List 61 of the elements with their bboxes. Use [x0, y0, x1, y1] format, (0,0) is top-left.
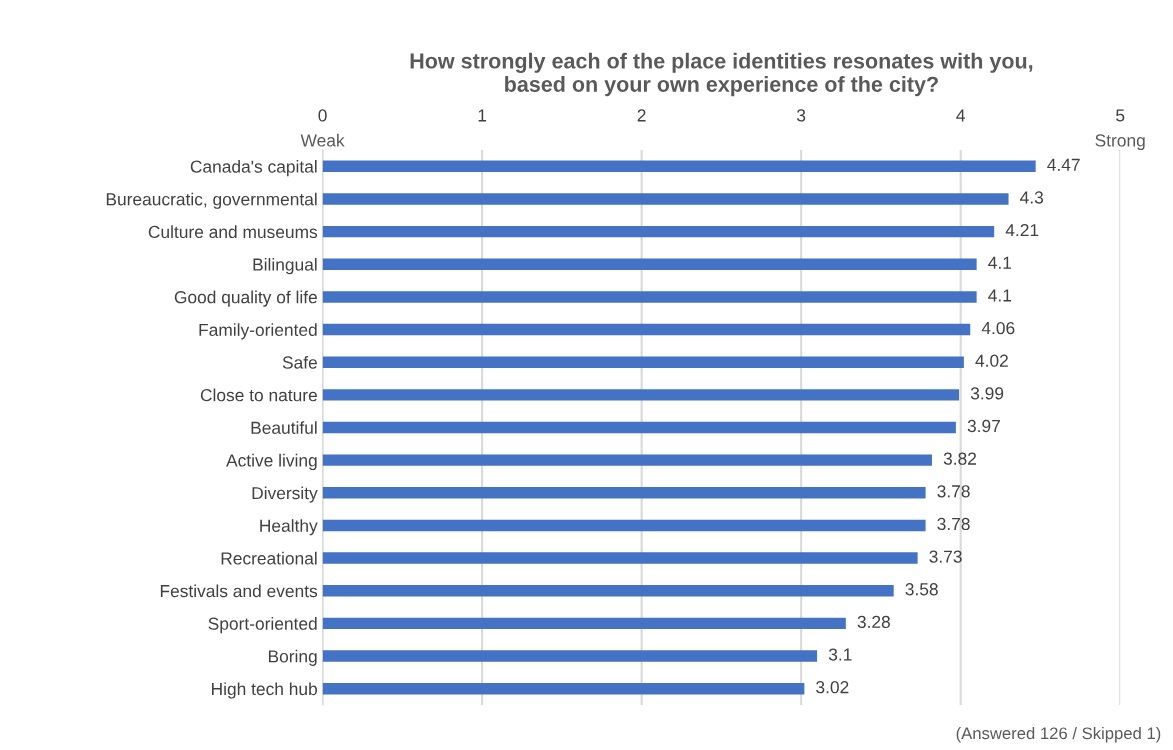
data-label: 3.78 [937, 517, 970, 531]
y-tick-label: Beautiful [251, 421, 317, 434]
bar [322, 454, 932, 466]
chart-title: How strongly each of the place identities resonates with you, based on your own experience of the city? [410, 52, 1033, 97]
bar [322, 552, 918, 564]
bar [322, 585, 894, 597]
y-tick-label: Culture and museums [148, 225, 318, 239]
data-label: 4.47 [1047, 158, 1080, 171]
y-tick-label: Family-oriented [199, 323, 317, 340]
y-tick-label: Healthy [260, 519, 318, 536]
bar [322, 519, 926, 532]
y-tick-label: Canada's capital [190, 160, 317, 177]
bar [322, 193, 1009, 205]
bar [322, 225, 995, 238]
y-tick-label: Festivals and events [160, 584, 318, 598]
y-tick-label: High tech hub [212, 682, 317, 699]
y-tick-label: Active living [226, 453, 317, 471]
bar [322, 682, 805, 695]
y-tick-label: Bureaucratic, governmental [106, 192, 317, 209]
x-tick-label: 0 [318, 109, 327, 122]
data-label: 3.97 [967, 419, 1000, 433]
data-label: 4.1 [988, 289, 1012, 302]
text: (Answered 126 / Skipped 1) [956, 726, 1161, 743]
y-tick-label: Sport-oriented [208, 617, 317, 634]
bar [322, 160, 1036, 173]
data-label: 4.21 [1005, 223, 1039, 237]
x-tick-label: 1 [478, 109, 487, 122]
data-label: 3.02 [816, 681, 849, 694]
bar [322, 487, 926, 499]
bar [322, 291, 977, 303]
data-label: 3.82 [943, 452, 976, 465]
data-label: 3.28 [857, 615, 890, 629]
data-label: 4.3 [1020, 191, 1044, 204]
y-tick-label: Recreational [221, 551, 317, 565]
data-label: 3.1 [828, 648, 852, 661]
x-tick-label: 4 [956, 109, 966, 122]
y-tick-label: Close to nature [200, 388, 317, 402]
y-tick-label: Good quality of life [174, 290, 317, 307]
x-tick-label: 2 [637, 109, 646, 122]
bar [322, 389, 960, 401]
y-tick-label: Diversity [252, 486, 318, 503]
data-label: 4.1 [988, 256, 1012, 269]
bar [322, 258, 977, 270]
y-tick-label: Bilingual [253, 257, 317, 275]
x-tick-label: 3 [796, 109, 806, 122]
data-label: 4.06 [981, 321, 1015, 335]
bar [322, 650, 818, 662]
bar [322, 421, 956, 434]
text: Weak [300, 133, 345, 147]
y-tick-label: Boring [268, 649, 317, 666]
bar [322, 323, 971, 336]
data-label: 3.58 [905, 583, 938, 596]
data-label: 3.73 [929, 550, 962, 563]
data-label: 3.99 [970, 387, 1004, 400]
data-label: 3.78 [937, 485, 970, 498]
bar [322, 617, 846, 630]
x-tick-label: 5 [1116, 109, 1125, 122]
annotation: Strong [1095, 134, 1145, 150]
data-label: 4.02 [975, 354, 1008, 367]
bar [322, 356, 964, 368]
y-tick-label: Safe [282, 355, 317, 369]
